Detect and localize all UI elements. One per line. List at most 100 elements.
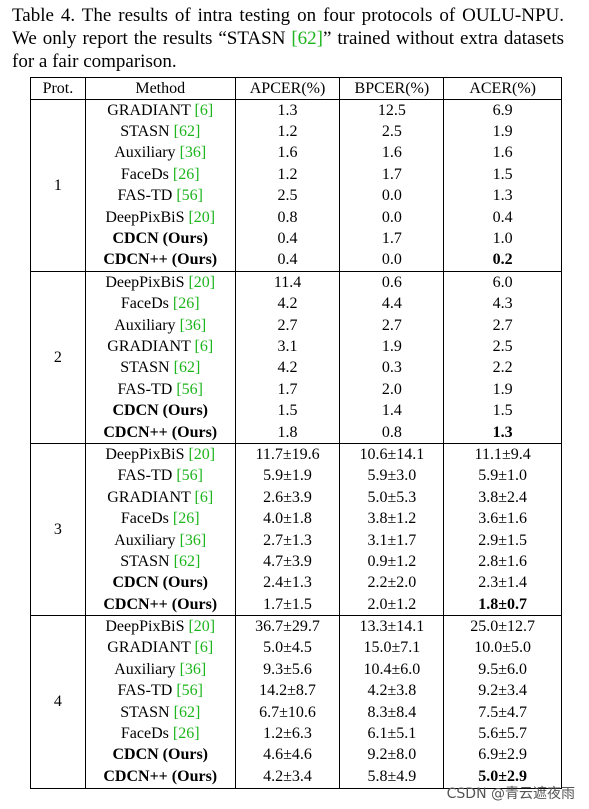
citation[interactable]: [56] [176,467,203,485]
acer-cell: 1.5 [443,164,562,186]
method-name: CDCN (Ours) [112,574,208,592]
apcer-cell: 4.0±1.8 [234,508,341,530]
apcer-cell: 11.7±19.6 [234,443,341,466]
bpcer-cell: 6.1±5.1 [339,723,445,745]
citation[interactable]: [56] [176,380,203,398]
bpcer-cell: 2.0±1.2 [339,593,445,616]
method-cell: FaceDs [26] [84,508,236,530]
acer-cell: 1.3 [443,185,562,207]
method-name: FaceDs [120,295,169,313]
method-cell: CDCN++ (Ours) [84,421,236,444]
method-cell: CDCN (Ours) [84,228,236,250]
acer-cell: 1.0 [443,228,562,250]
citation[interactable]: [36] [179,316,207,334]
method-cell: FAS-TD [56] [84,379,236,401]
bpcer-cell: 2.7 [339,314,445,337]
bpcer-cell: 0.8 [339,421,445,444]
method-cell: CDCN++ (Ours) [84,249,236,272]
bpcer-cell: 4.2±3.8 [339,680,445,702]
acer-cell: 25.0±12.7 [443,615,562,638]
citation[interactable]: [20] [188,618,216,636]
acer-cell: 9.5±6.0 [443,659,562,681]
citation[interactable]: [26] [172,510,200,528]
citation[interactable]: [20] [188,208,216,226]
citation[interactable]: [26] [172,725,200,743]
apcer-cell: 4.6±4.6 [234,744,341,767]
citation[interactable]: [36] [179,144,207,162]
bpcer-cell: 12.5 [339,99,445,122]
apcer-cell: 2.7 [234,314,341,337]
apcer-cell: 0.4 [234,228,341,250]
apcer-cell: 1.7±1.5 [234,593,341,616]
bpcer-cell: 1.4 [339,400,445,422]
apcer-cell: 5.0±4.5 [234,637,341,660]
method-name: CDCN++ (Ours) [103,767,218,785]
table-row: CDCN++ (Ours) 1.8 0.8 1.3 [31,421,562,444]
apcer-cell: 9.3±5.6 [234,659,341,681]
apcer-cell: 2.6±3.9 [234,487,341,509]
table-row: CDCN (Ours) 1.5 1.4 1.5 [31,400,562,422]
method-name: GRADIANT [107,488,191,506]
caption: Table 4. The results of intra testing on… [12,4,564,73]
apcer-cell: 4.2±3.4 [234,766,341,789]
table-row: Auxiliary [36] 2.7±1.3 3.1±1.7 2.9±1.5 [31,529,562,552]
protocol-cell: 3 [30,443,86,617]
table-row: CDCN (Ours) 2.4±1.3 2.2±2.0 2.3±1.4 [31,572,562,594]
citation[interactable]: [62] [291,28,324,49]
citation[interactable]: [20] [188,273,216,291]
bpcer-cell: 1.7 [339,228,445,250]
citation[interactable]: [6] [194,101,214,119]
table-row: Auxiliary [36] 1.6 1.6 1.6 [31,142,562,165]
apcer-cell: 1.6 [234,142,341,165]
apcer-cell: 2.4±1.3 [234,572,341,594]
acer-cell: 7.5±4.7 [443,701,562,724]
column-header: APCER(%) [234,77,341,100]
method-cell: STASN [62] [84,701,236,724]
method-cell: CDCN (Ours) [84,400,236,422]
citation[interactable]: [6] [194,337,214,355]
citation[interactable]: [26] [172,295,200,313]
citation[interactable]: [36] [179,531,207,549]
apcer-cell: 1.7 [234,379,341,401]
table-row: FAS-TD [56] 14.2±8.7 4.2±3.8 9.2±3.4 [31,680,562,702]
bpcer-cell: 9.2±8.0 [339,744,445,767]
table-row: CDCN (Ours) 0.4 1.7 1.0 [31,228,562,250]
method-cell: DeepPixBiS [20] [84,615,236,638]
citation[interactable]: [26] [172,165,200,183]
citation[interactable]: [62] [173,359,201,377]
method-cell: STASN [62] [84,551,236,573]
apcer-cell: 4.7±3.9 [234,551,341,573]
bpcer-cell: 3.1±1.7 [339,529,445,552]
method-name: CDCN (Ours) [112,746,208,764]
apcer-cell: 1.5 [234,400,341,422]
citation[interactable]: [20] [188,445,216,463]
apcer-cell: 5.9±1.9 [234,465,341,488]
table-row: FaceDs [26] 4.2 4.4 4.3 [31,293,562,315]
column-header: Method [84,77,236,100]
method-name: Auxiliary [114,144,176,162]
table-row: FAS-TD [56] 2.5 0.0 1.3 [31,185,562,207]
acer-cell: 1.6 [443,142,562,165]
method-name: CDCN++ (Ours) [103,423,218,441]
citation[interactable]: [62] [173,123,201,141]
method-name: FaceDs [120,165,169,183]
apcer-cell: 1.2±6.3 [234,723,341,745]
citation[interactable]: [56] [176,682,203,700]
method-cell: GRADIANT [6] [84,487,236,509]
method-name: GRADIANT [107,337,191,355]
apcer-cell: 1.2 [234,164,341,186]
method-cell: CDCN++ (Ours) [84,593,236,616]
citation[interactable]: [62] [173,703,201,721]
table-row: Auxiliary [36] 2.7 2.7 2.7 [31,314,562,337]
table-row: CDCN (Ours) 4.6±4.6 9.2±8.0 6.9±2.9 [31,744,562,767]
citation[interactable]: [6] [194,488,214,506]
method-name: FAS-TD [117,380,173,398]
table-row: 2 DeepPixBiS [20] 11.4 0.6 6.0 [30,271,562,445]
citation[interactable]: [36] [179,660,207,678]
citation[interactable]: [62] [173,552,201,570]
citation[interactable]: [56] [176,187,203,205]
caption-text: Table 4. The results of intra testing on… [12,5,564,49]
acer-cell: 1.9 [443,121,562,143]
apcer-cell: 1.8 [234,421,341,444]
citation[interactable]: [6] [194,639,214,657]
